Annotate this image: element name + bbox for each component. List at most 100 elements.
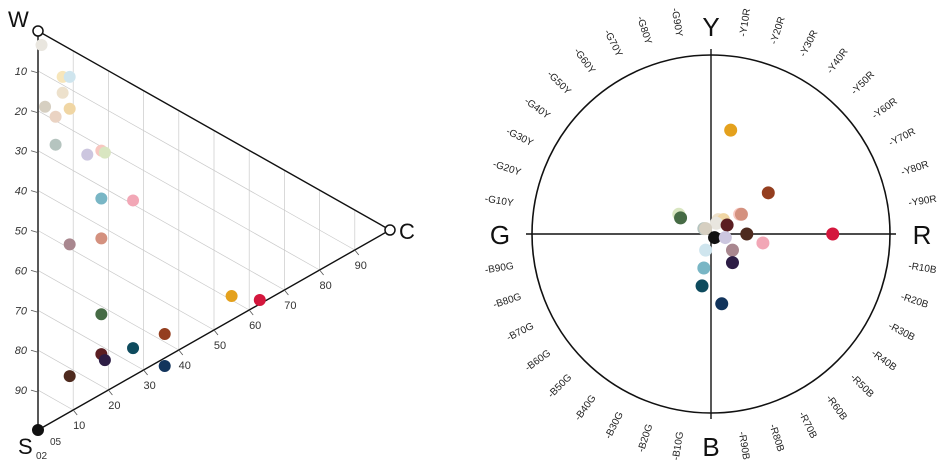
vertex-label-w: W	[8, 7, 29, 32]
hue-label: -Y20R	[769, 15, 788, 45]
c-tick	[284, 289, 289, 296]
hue-label: -G20Y	[491, 159, 522, 178]
left-tick-label: 70	[15, 305, 28, 317]
ternary-point	[63, 70, 76, 83]
c-tick-label: 10	[73, 420, 85, 432]
left-tick-label: 10	[15, 66, 28, 78]
c-minor-tick-label: 02	[36, 451, 48, 461]
hue-label: -G90Y	[669, 7, 684, 38]
hue-label-group: -R10B	[907, 261, 937, 276]
hue-label: -B30G	[603, 410, 626, 441]
hue-point	[708, 231, 722, 245]
hue-label-group: -Y20R	[769, 15, 788, 45]
c-tick	[213, 329, 219, 336]
hue-point	[725, 243, 739, 257]
hue-label-group: -R50B	[848, 372, 876, 400]
hue-label: -B90G	[484, 261, 514, 276]
left-tick	[30, 270, 39, 273]
left-tick-label: 90	[15, 385, 28, 397]
hue-label-group: -R60B	[823, 393, 849, 423]
left-tick	[30, 389, 39, 393]
hue-label: -G30Y	[504, 126, 535, 149]
ternary-point	[127, 342, 140, 355]
hue-label-group: -G40Y	[522, 96, 552, 122]
vertex-w-marker	[32, 25, 44, 37]
hue-label-group: -Y90R	[908, 194, 938, 209]
hue-point	[674, 211, 688, 225]
c-tick-label: 20	[108, 400, 120, 412]
hue-point	[699, 243, 713, 257]
hue-label: -Y30R	[798, 28, 821, 58]
left-tick-label: 50	[15, 226, 28, 238]
pole-label-left: G	[490, 220, 510, 250]
hue-point	[734, 207, 748, 221]
left-tick-label: 60	[15, 265, 28, 277]
hue-label: -Y70R	[887, 126, 917, 149]
hue-label: -G70Y	[601, 28, 624, 59]
hue-label-group: -G90Y	[669, 7, 684, 38]
hue-point	[715, 297, 729, 311]
ternary-point	[63, 102, 76, 115]
ternary-point	[35, 38, 48, 51]
c-tick-label: 80	[319, 280, 331, 292]
hue-label: -G80Y	[634, 15, 653, 46]
ternary-point	[95, 232, 108, 245]
c-tick	[108, 389, 113, 396]
c-tick-label: 90	[355, 260, 367, 272]
hue-label-group: -Y40R	[825, 47, 851, 76]
hue-label: -R10B	[907, 261, 937, 276]
hue-label-group: -G80Y	[634, 15, 653, 46]
hue-label-group: -Y10R	[738, 8, 753, 38]
hue-label-group: -Y50R	[849, 69, 877, 97]
hue-point	[740, 227, 754, 241]
ternary-point	[49, 138, 62, 151]
left-tick	[30, 150, 39, 154]
hue-label: -Y80R	[900, 159, 930, 178]
ternary-point	[56, 86, 69, 99]
hue-label-group: -G30Y	[504, 126, 535, 149]
hue-label-group: -G60Y	[571, 46, 597, 76]
c-tick	[319, 269, 324, 276]
hue-label: -R80B	[767, 423, 786, 454]
hue-label: -R30B	[886, 321, 917, 344]
c-minor-tick-label: 05	[50, 437, 62, 448]
hue-label: -B10G	[671, 431, 686, 461]
ternary-point	[98, 354, 111, 367]
hue-label-group: -R90B	[736, 431, 751, 461]
hue-label: -B60G	[523, 348, 553, 374]
hue-label-group: -G50Y	[545, 69, 573, 97]
hue-label: -Y50R	[849, 69, 877, 97]
hue-label: -G40Y	[522, 96, 552, 122]
hue-label: -G50Y	[545, 69, 573, 97]
ternary-point	[81, 148, 94, 161]
left-tick	[30, 70, 39, 74]
left-tick-label: 80	[15, 345, 28, 357]
vertex-label-c: C	[399, 219, 415, 244]
c-tick	[72, 409, 78, 416]
hue-label-group: -R20B	[899, 292, 930, 311]
hue-label: -B70G	[505, 321, 536, 344]
hue-point	[695, 279, 709, 293]
hue-label-group: -Y30R	[798, 28, 821, 58]
hue-label: -B50G	[546, 372, 574, 400]
hue-label-group: -R40B	[869, 348, 899, 374]
ternary-point	[253, 294, 266, 307]
c-tick-label: 50	[214, 340, 226, 352]
hue-label-group: -B70G	[505, 321, 536, 344]
c-tick-label: 60	[249, 320, 261, 332]
hue-label: -G60Y	[571, 46, 597, 76]
hue-label: -B80G	[492, 291, 523, 310]
ternary-point	[39, 100, 52, 113]
hue-label-group: -Y60R	[870, 96, 899, 122]
hue-label-group: -B10G	[671, 431, 686, 461]
grid-line-blackness	[37, 309, 144, 371]
hue-point	[826, 227, 840, 241]
ternary-point	[225, 290, 238, 303]
hue-label-group: -G20Y	[491, 159, 522, 178]
hue-point	[697, 261, 711, 275]
c-tick	[248, 309, 254, 316]
left-tick-label: 30	[15, 146, 28, 158]
c-tick-label: 70	[284, 300, 296, 312]
left-tick	[30, 349, 39, 353]
